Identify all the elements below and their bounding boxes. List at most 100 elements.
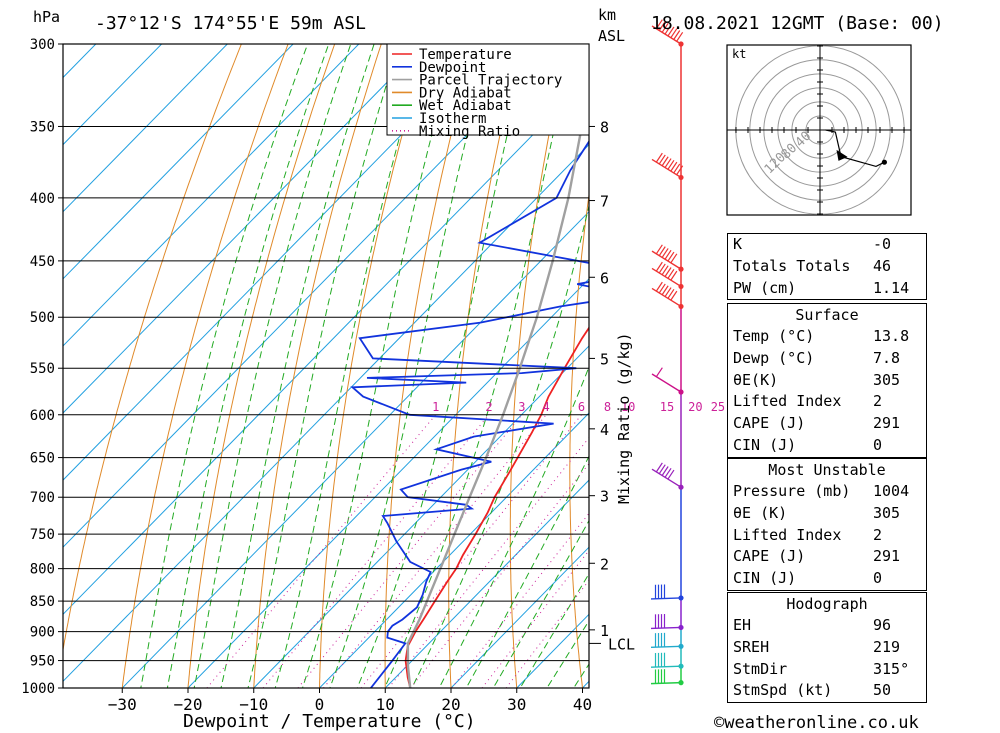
axes (58, 43, 601, 693)
wind-barb-flag (655, 462, 663, 473)
wind-level-dot (678, 643, 684, 649)
axis-labels: 3003504004505005506006507007508008509009… (21, 37, 725, 714)
dry-adiabat-line (987, 35, 1000, 688)
mixing-ratio-label: 25 (711, 400, 725, 414)
pressure-tick-label: 550 (30, 361, 55, 377)
surface-row-dewp: Dewp (°C) 7.8 (733, 348, 901, 367)
x-tick-label: −30 (108, 695, 137, 714)
km-tick-label: 2 (600, 555, 609, 573)
wet-adiabat-line (519, 572, 589, 688)
isotherm-line (0, 7, 1, 714)
km-tick-label: 7 (600, 193, 609, 211)
wet-adiabat-line (329, 44, 492, 688)
km-tick-label: 1 (600, 622, 609, 640)
asl-unit-label: ASL (598, 27, 625, 45)
wet-adiabat-line (465, 455, 589, 688)
surface-title: Surface (728, 303, 926, 326)
wind-level-dot (678, 283, 684, 290)
wet-adiabat-line (220, 44, 375, 688)
mixing-ratio-line (297, 414, 523, 688)
wind-level-dot (678, 174, 684, 181)
mixing-ratio-label: 20 (688, 400, 702, 414)
wind-barb-flag (658, 263, 666, 274)
pressure-tick-label: 650 (30, 451, 55, 467)
isotherm-line (63, 44, 229, 213)
km-tick-label: 8 (600, 118, 609, 136)
mixing-ratio-label: 8 (604, 400, 611, 414)
legend-entry: Wet Adiabat (419, 98, 512, 114)
wind-barb-flag (667, 26, 675, 37)
surface-panel: Surface Temp (°C) 13.8 Dewp (°C) 7.8 θE(K)… (727, 303, 927, 458)
dry-adiabat-line (187, 44, 336, 688)
storm-motion-arrow (836, 149, 848, 161)
dry-adiabat-line (448, 44, 522, 688)
wind-barb-flag (667, 160, 675, 170)
wind-barb-flag (655, 281, 663, 292)
pressure-tick-label: 450 (30, 254, 55, 270)
wind-barb-flag (658, 283, 666, 294)
wind-barb-flag (655, 152, 663, 163)
x-tick-label: 20 (441, 695, 460, 714)
wind-barb-flag (658, 464, 666, 475)
wind-barb-flag (655, 244, 663, 255)
series-dewpoint (350, 139, 589, 688)
hodo-row-stmspd: StmSpd (kt) 50 (733, 681, 892, 700)
wind-barb-flag (664, 267, 672, 277)
dry-adiabat-line (319, 44, 429, 688)
hodo-row-eh: EH 96 (733, 616, 892, 634)
legend-box (386, 43, 590, 136)
wet-adiabat-line (247, 44, 400, 688)
wind-barb-flag (658, 154, 666, 165)
wind-barb-flag (667, 288, 675, 299)
pressure-tick-label: 950 (30, 654, 55, 670)
legend-entry: Parcel Trajectory (419, 73, 562, 89)
km-tick-label: 6 (600, 269, 609, 287)
x-tick-label: 10 (376, 695, 395, 714)
wet-adiabat-line (301, 44, 458, 688)
wind-barb-flag (667, 469, 675, 480)
isotherm-line (187, 278, 589, 688)
plot-frame (62, 43, 590, 689)
wind-barb-flag (661, 22, 669, 33)
x-tick-label: −20 (174, 695, 203, 714)
wind-barb-flag (664, 287, 672, 297)
wind-level-dot (678, 624, 684, 631)
wet-adiabat-line (274, 44, 428, 688)
mixing-ratio-line (388, 436, 589, 688)
wind-barb-flag (664, 467, 672, 478)
x-axis-title: Dewpoint / Temperature (°C) (183, 711, 476, 732)
index-row-totals: Totals Totals 46 (733, 256, 892, 275)
pressure-tick-label: 300 (30, 37, 55, 53)
wind-barb-flag (658, 246, 666, 256)
isotherm-line (450, 546, 589, 688)
pressure-tick-label: 850 (30, 594, 55, 610)
wind-barb-flag (664, 24, 672, 35)
dry-adiabat-line (509, 44, 569, 688)
location-title: -37°12'S 174°55'E 59m ASL (95, 13, 366, 34)
isotherm-line (63, 44, 97, 79)
wet-adiabat-line (438, 365, 589, 688)
wind-barb-flag (664, 158, 672, 168)
mixing-ratio-line (323, 414, 547, 688)
legend-entry: Temperature (419, 47, 512, 63)
mu-row-thetae: θE (K) 305 (733, 503, 901, 522)
hodograph-table-title: Hodograph (728, 592, 926, 615)
wind-barb-flag (661, 285, 669, 296)
wet-adiabat-line (193, 44, 352, 688)
mixing-ratio-label: 1 (432, 400, 439, 414)
wind-barb-flag (670, 290, 678, 301)
pressure-unit-label: hPa (33, 8, 60, 26)
wind-barb-flag (655, 19, 663, 30)
isotherm-line (63, 143, 589, 683)
mixing-ratio-label: 10 (621, 400, 635, 414)
pressure-tick-label: 1000 (21, 681, 55, 697)
hodo-row-stmdir: StmDir 315° (733, 659, 910, 678)
dry-adiabat-line (384, 44, 476, 688)
legend-entry: Mixing Ratio (419, 124, 520, 140)
index-row-pw: PW (cm) 1.14 (733, 278, 910, 297)
mixing-ratio-axis-title: Mixing Ratio (g/kg) (615, 332, 633, 504)
wet-adiabat-line (411, 203, 589, 688)
wind-barb-flag (673, 30, 681, 40)
series-temperature (404, 326, 589, 688)
